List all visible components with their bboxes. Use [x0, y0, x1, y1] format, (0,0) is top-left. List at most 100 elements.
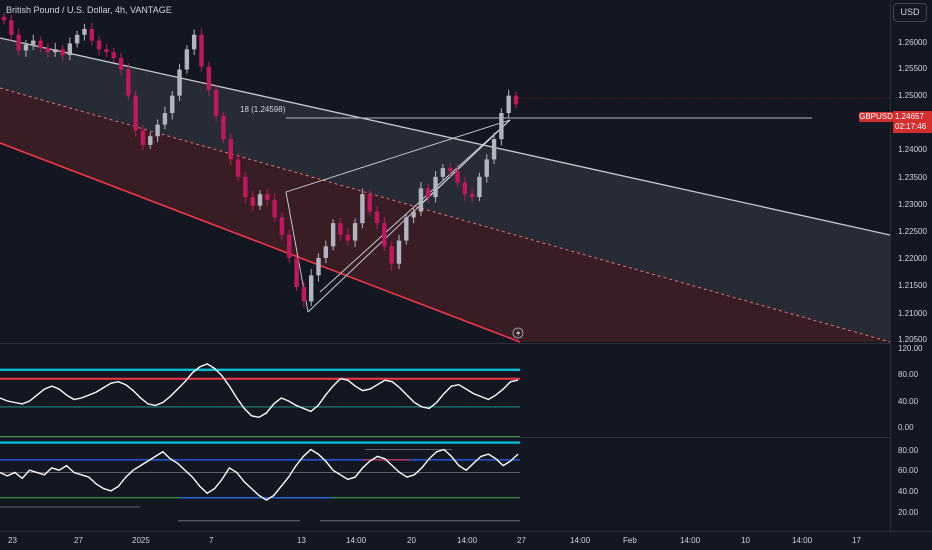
candle — [162, 106, 168, 130]
trend-line — [319, 119, 511, 293]
time-tick-label: 14:00 — [680, 536, 701, 545]
candle — [491, 132, 497, 165]
candle — [213, 84, 219, 122]
symbol-tag: GBPUSD — [859, 112, 893, 122]
candle-body — [31, 40, 36, 45]
candle-body — [82, 28, 87, 35]
candle-body — [389, 246, 394, 264]
price-tick-label: 1.21500 — [898, 281, 927, 290]
candle — [447, 162, 453, 177]
candle-body — [455, 171, 460, 183]
time-tick-label: 27 — [517, 536, 526, 545]
candle-body — [148, 136, 153, 145]
candle-body — [345, 234, 350, 241]
candle-body — [221, 115, 226, 140]
candle — [184, 45, 190, 74]
fib-label: 18 (1.24598) — [240, 105, 286, 114]
candle — [191, 29, 197, 56]
candle-body — [23, 44, 29, 51]
channel-lower-line — [0, 142, 521, 343]
rsi-line — [0, 363, 519, 419]
time-tick-label: Feb — [623, 536, 637, 545]
candle-body — [1, 16, 7, 21]
candle-body — [133, 95, 138, 131]
candle — [82, 23, 87, 41]
candle — [199, 28, 204, 72]
candle-body — [16, 34, 21, 51]
candle-body — [447, 168, 453, 171]
stoch-line — [0, 448, 519, 501]
time-tick-label: 27 — [74, 536, 83, 545]
candle — [374, 206, 380, 229]
candle — [53, 42, 58, 57]
candle-body — [411, 211, 416, 218]
stochastic-pane[interactable] — [0, 448, 520, 522]
candle-body — [243, 176, 248, 198]
candle-body — [53, 49, 58, 53]
stochastic-tick-label: 60.00 — [898, 466, 919, 475]
candle — [418, 182, 424, 217]
candle — [411, 206, 416, 224]
candle — [170, 91, 175, 120]
candle-body — [184, 49, 190, 70]
candle-body — [477, 176, 482, 198]
rsi-pane[interactable] — [0, 363, 520, 444]
candle — [9, 15, 14, 41]
candle-body — [499, 113, 504, 140]
price-tick-label: 1.22000 — [898, 254, 927, 263]
candle — [250, 191, 255, 211]
candle — [104, 43, 109, 58]
candle — [133, 91, 138, 137]
time-tick-label: 13 — [297, 536, 306, 545]
candle-body — [360, 194, 365, 224]
last-price: 1.24657 — [895, 112, 924, 121]
price-tick-label: 1.23500 — [898, 173, 927, 182]
candle — [440, 164, 446, 181]
candle — [477, 172, 482, 202]
candle — [23, 39, 29, 57]
price-pane[interactable] — [0, 12, 891, 343]
candle — [433, 171, 438, 203]
candle-body — [155, 124, 160, 137]
time-tick-label: 14:00 — [457, 536, 478, 545]
candle-body — [279, 217, 285, 235]
candle — [345, 228, 350, 246]
candle-body — [257, 194, 263, 206]
candle — [140, 124, 146, 151]
lightning-icon — [512, 327, 524, 339]
candle — [126, 63, 131, 101]
channel-upper-zone — [0, 38, 890, 342]
candle — [177, 63, 182, 101]
trend-line — [285, 119, 511, 193]
candle — [118, 52, 124, 76]
candle-body — [330, 223, 336, 247]
candle — [389, 241, 394, 271]
stochastic-tick-label: 40.00 — [898, 487, 919, 496]
candle-body — [45, 48, 51, 53]
candle-body — [433, 176, 438, 198]
candle — [38, 36, 43, 53]
candle-body — [491, 139, 497, 160]
time-tick-label: 7 — [209, 536, 214, 545]
time-tick-label: 23 — [8, 536, 17, 545]
currency-button[interactable]: USD — [893, 3, 927, 22]
candle-body — [235, 159, 241, 177]
candle — [294, 253, 299, 291]
candle-body — [74, 34, 80, 44]
candle — [60, 44, 65, 62]
candle-body — [9, 20, 14, 35]
candle — [243, 172, 248, 204]
candle — [513, 91, 519, 109]
candle — [206, 62, 211, 97]
price-tick-label: 1.23000 — [898, 200, 927, 209]
candle-body — [140, 130, 146, 145]
candle — [404, 213, 409, 245]
candle — [155, 119, 160, 143]
candle-body — [382, 223, 387, 247]
candle-body — [323, 246, 329, 258]
channel-mid-line — [0, 87, 891, 343]
candle — [367, 190, 372, 216]
candle-body — [170, 95, 175, 114]
candle — [74, 30, 80, 48]
